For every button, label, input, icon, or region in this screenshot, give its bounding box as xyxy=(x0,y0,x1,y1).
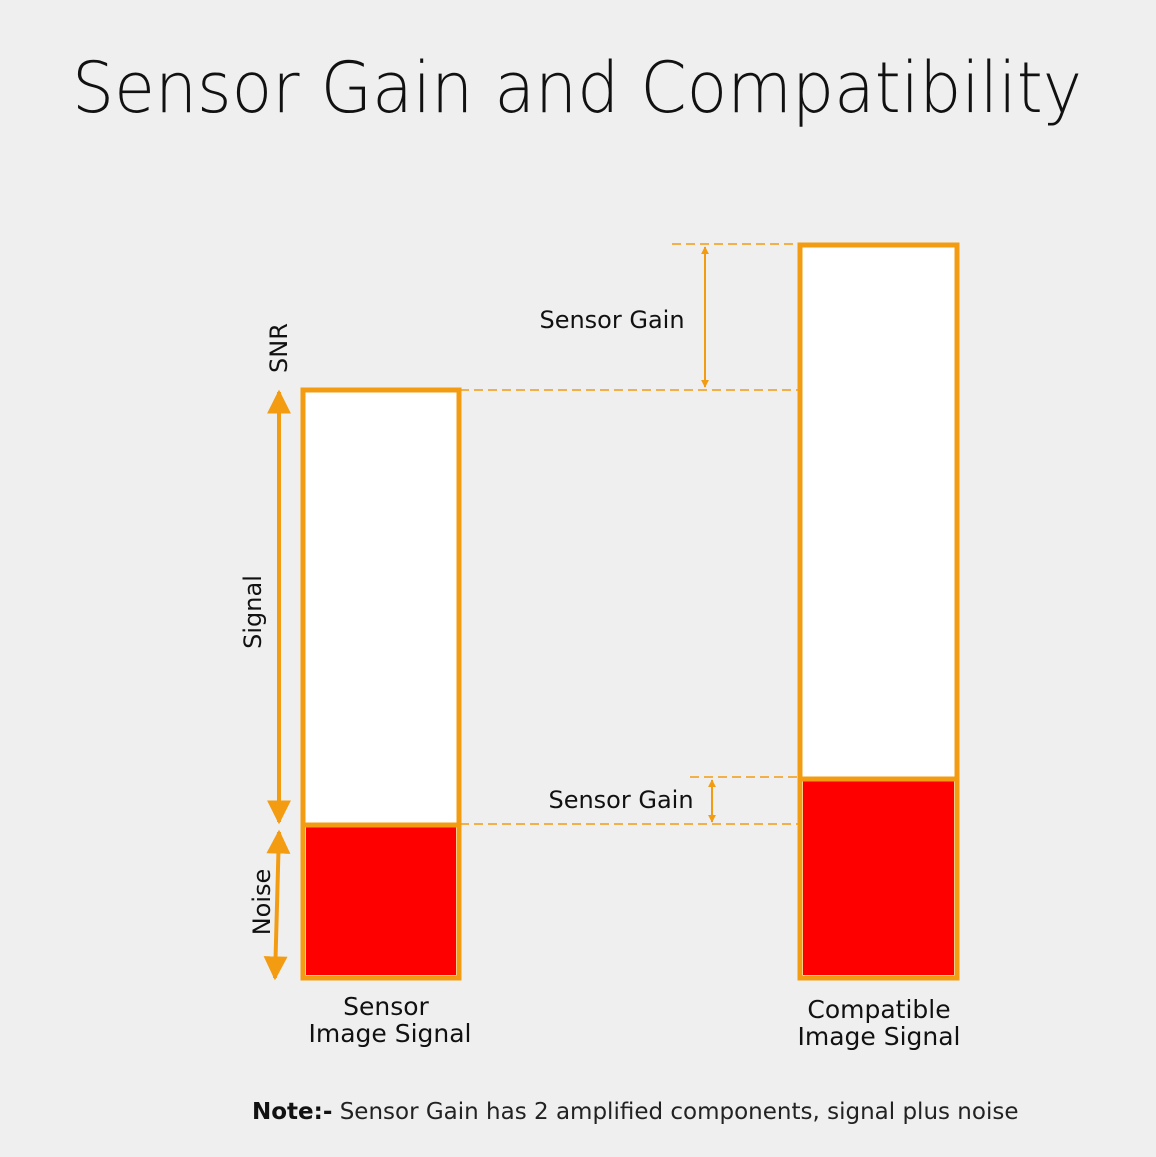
signal-gain-label: Sensor Gain xyxy=(539,306,684,334)
page-title: Sensor Gain and Compatibility xyxy=(72,47,1082,129)
signal-label: Signal xyxy=(239,575,267,649)
footnote-prefix: Note:- xyxy=(252,1099,332,1125)
snr-label: SNR xyxy=(265,323,293,373)
sensor-caption-line1: Sensor xyxy=(343,992,429,1021)
compatible-noise-box xyxy=(803,780,954,975)
footnote: Note:- Sensor Gain has 2 amplified compo… xyxy=(252,1099,1018,1125)
compatible-caption-line2: Image Signal xyxy=(797,1022,960,1051)
footnote-text: Sensor Gain has 2 amplified components, … xyxy=(332,1099,1018,1125)
sensor-caption-line2: Image Signal xyxy=(308,1019,471,1048)
noise-label: Noise xyxy=(248,869,276,936)
noise-arrow-icon xyxy=(263,829,291,981)
guide-lines xyxy=(460,243,800,825)
noise-gain-label: Sensor Gain xyxy=(548,786,693,814)
sensor-noise-box xyxy=(306,826,456,975)
compatible-caption-line1: Compatible xyxy=(807,995,950,1024)
